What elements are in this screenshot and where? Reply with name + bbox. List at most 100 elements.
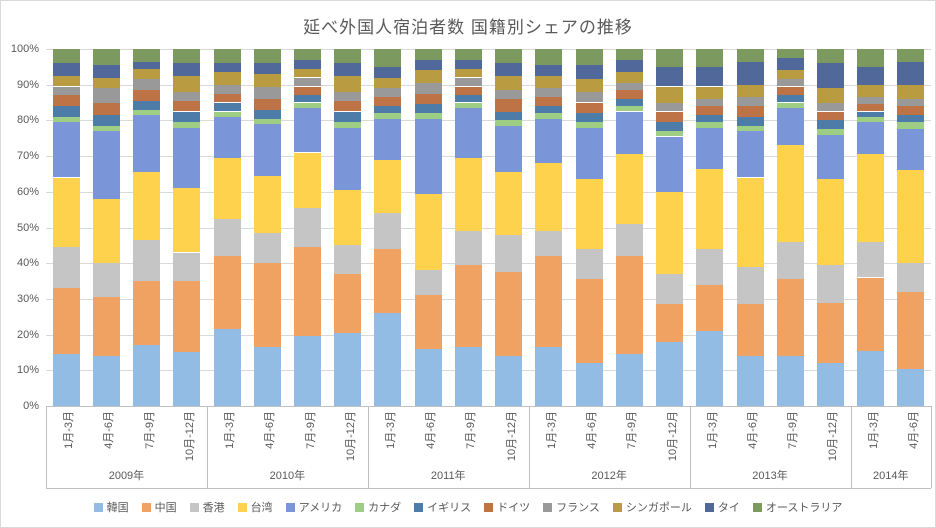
bar-segment-香港 [52, 247, 80, 289]
bar-segment-イギリス [736, 116, 764, 126]
legend-item: シンガポール [612, 499, 692, 515]
bar-segment-香港 [776, 241, 804, 280]
bar-segment-台湾 [213, 157, 241, 219]
bar-segment-ドイツ [615, 90, 643, 99]
bar-segment-シンガポール [495, 75, 523, 91]
bar-segment-イギリス [52, 106, 80, 117]
x-axis-quarter-label: 1月-3月 [706, 411, 719, 449]
bar-segment-タイ [374, 66, 402, 78]
bar-segment-中国 [52, 288, 80, 355]
bar-segment-韓国 [133, 345, 161, 406]
bar-segment-台湾 [857, 154, 885, 242]
bar-segment-台湾 [736, 177, 764, 267]
legend-label: シンガポール [625, 502, 692, 514]
gridline [46, 370, 931, 372]
bar-segment-シンガポール [414, 70, 442, 83]
bar-segment-オーストラリア [253, 49, 281, 64]
legend-label: イギリス [427, 502, 472, 514]
bar-segment-韓国 [776, 356, 804, 406]
bar-segment-ドイツ [656, 111, 683, 123]
bar-segment-香港 [656, 273, 683, 305]
bar-segment-オーストラリア [897, 49, 925, 62]
bar-segment-香港 [334, 245, 362, 274]
bar-segment-オーストラリア [92, 49, 120, 66]
bar-segment-フランス [334, 91, 362, 101]
bar-segment-中国 [173, 281, 201, 353]
bar-segment-香港 [615, 223, 643, 256]
legend-label: 韓国 [106, 502, 129, 514]
bar-segment-タイ [52, 63, 80, 76]
bar-segment-タイ [696, 66, 724, 87]
bar-segment-オーストラリア [736, 49, 764, 62]
legend-item: イギリス [414, 499, 471, 515]
bar-segment-イギリス [656, 122, 683, 132]
bar-segment-アメリカ [213, 116, 241, 158]
bar-segment-ドイツ [173, 100, 201, 112]
bar-segment-中国 [776, 279, 804, 357]
bar-segment-イギリス [696, 115, 724, 123]
bar-segment-アメリカ [897, 129, 925, 171]
bar-segment-タイ [656, 66, 683, 87]
bar-segment-フランス [615, 82, 643, 90]
axis-line [46, 488, 931, 489]
bar-segment-カナダ [92, 125, 120, 132]
legend-item: 中国 [141, 499, 177, 515]
bar-segment-カナダ [736, 125, 764, 132]
bar-segment-カナダ [575, 122, 603, 128]
bar-segment-台湾 [173, 188, 201, 253]
bar-segment-タイ [133, 61, 161, 69]
bar-segment-香港 [92, 263, 120, 298]
bar-segment-韓国 [334, 332, 362, 406]
y-axis-tick: 40% [16, 257, 39, 270]
bar-segment-フランス [414, 82, 442, 94]
bar-segment-イギリス [133, 100, 161, 110]
bar-segment-タイ [776, 57, 804, 71]
legend-label: 香港 [202, 502, 225, 514]
bar-segment-カナダ [173, 122, 201, 128]
bar-segment-ドイツ [253, 99, 281, 110]
gridline [46, 334, 931, 336]
bar-segment-韓国 [816, 363, 844, 406]
bar-segment-オーストラリア [656, 49, 683, 67]
x-axis-quarter-label: 10月-12月 [666, 411, 679, 462]
bar-segment-イギリス [816, 120, 844, 130]
legend-swatch-icon [189, 502, 199, 512]
bar-segment-フランス [133, 79, 161, 90]
bar-segment-ドイツ [776, 86, 804, 96]
bar-segment-シンガポール [173, 75, 201, 92]
bar-segment-フランス [656, 102, 683, 112]
bar-segment-韓国 [173, 352, 201, 406]
bar-segment-中国 [615, 256, 643, 355]
bar-segment-カナダ [374, 113, 402, 119]
bar-segment-シンガポール [575, 79, 603, 92]
bar-segment-カナダ [615, 106, 643, 112]
bar-segment-アメリカ [414, 118, 442, 194]
legend-label: タイ [717, 502, 740, 514]
bar-segment-カナダ [495, 120, 523, 126]
bar-segment-フランス [897, 99, 925, 107]
legend-label: オーストラリア [765, 502, 843, 514]
bar-segment-シンガポール [454, 68, 482, 78]
axis-line [46, 406, 47, 488]
bar-segment-オーストラリア [213, 49, 241, 64]
axis-line [528, 406, 530, 488]
x-axis-quarter-label: 10月-12月 [344, 411, 357, 462]
y-axis-tick: 70% [16, 150, 39, 163]
bar-segment-カナダ [52, 116, 80, 123]
bar-segment-シンガポール [374, 77, 402, 89]
x-axis-quarter-label: 7月-9月 [626, 411, 639, 449]
bar-segment-フランス [575, 91, 603, 103]
bar-segment-韓国 [535, 347, 563, 406]
bar-segment-台湾 [334, 190, 362, 246]
bar-segment-香港 [454, 231, 482, 265]
bar-segment-シンガポール [294, 68, 321, 78]
bar-segment-中国 [535, 256, 563, 348]
bar-segment-フランス [535, 88, 563, 98]
bar-segment-韓国 [92, 356, 120, 406]
bar-segment-香港 [535, 231, 563, 257]
bar-segment-韓国 [253, 347, 281, 406]
legend-swatch-icon [355, 502, 365, 512]
x-axis-year-label: 2013年 [752, 470, 788, 482]
bar-segment-韓国 [52, 354, 80, 406]
legend-label: 台湾 [250, 502, 273, 514]
